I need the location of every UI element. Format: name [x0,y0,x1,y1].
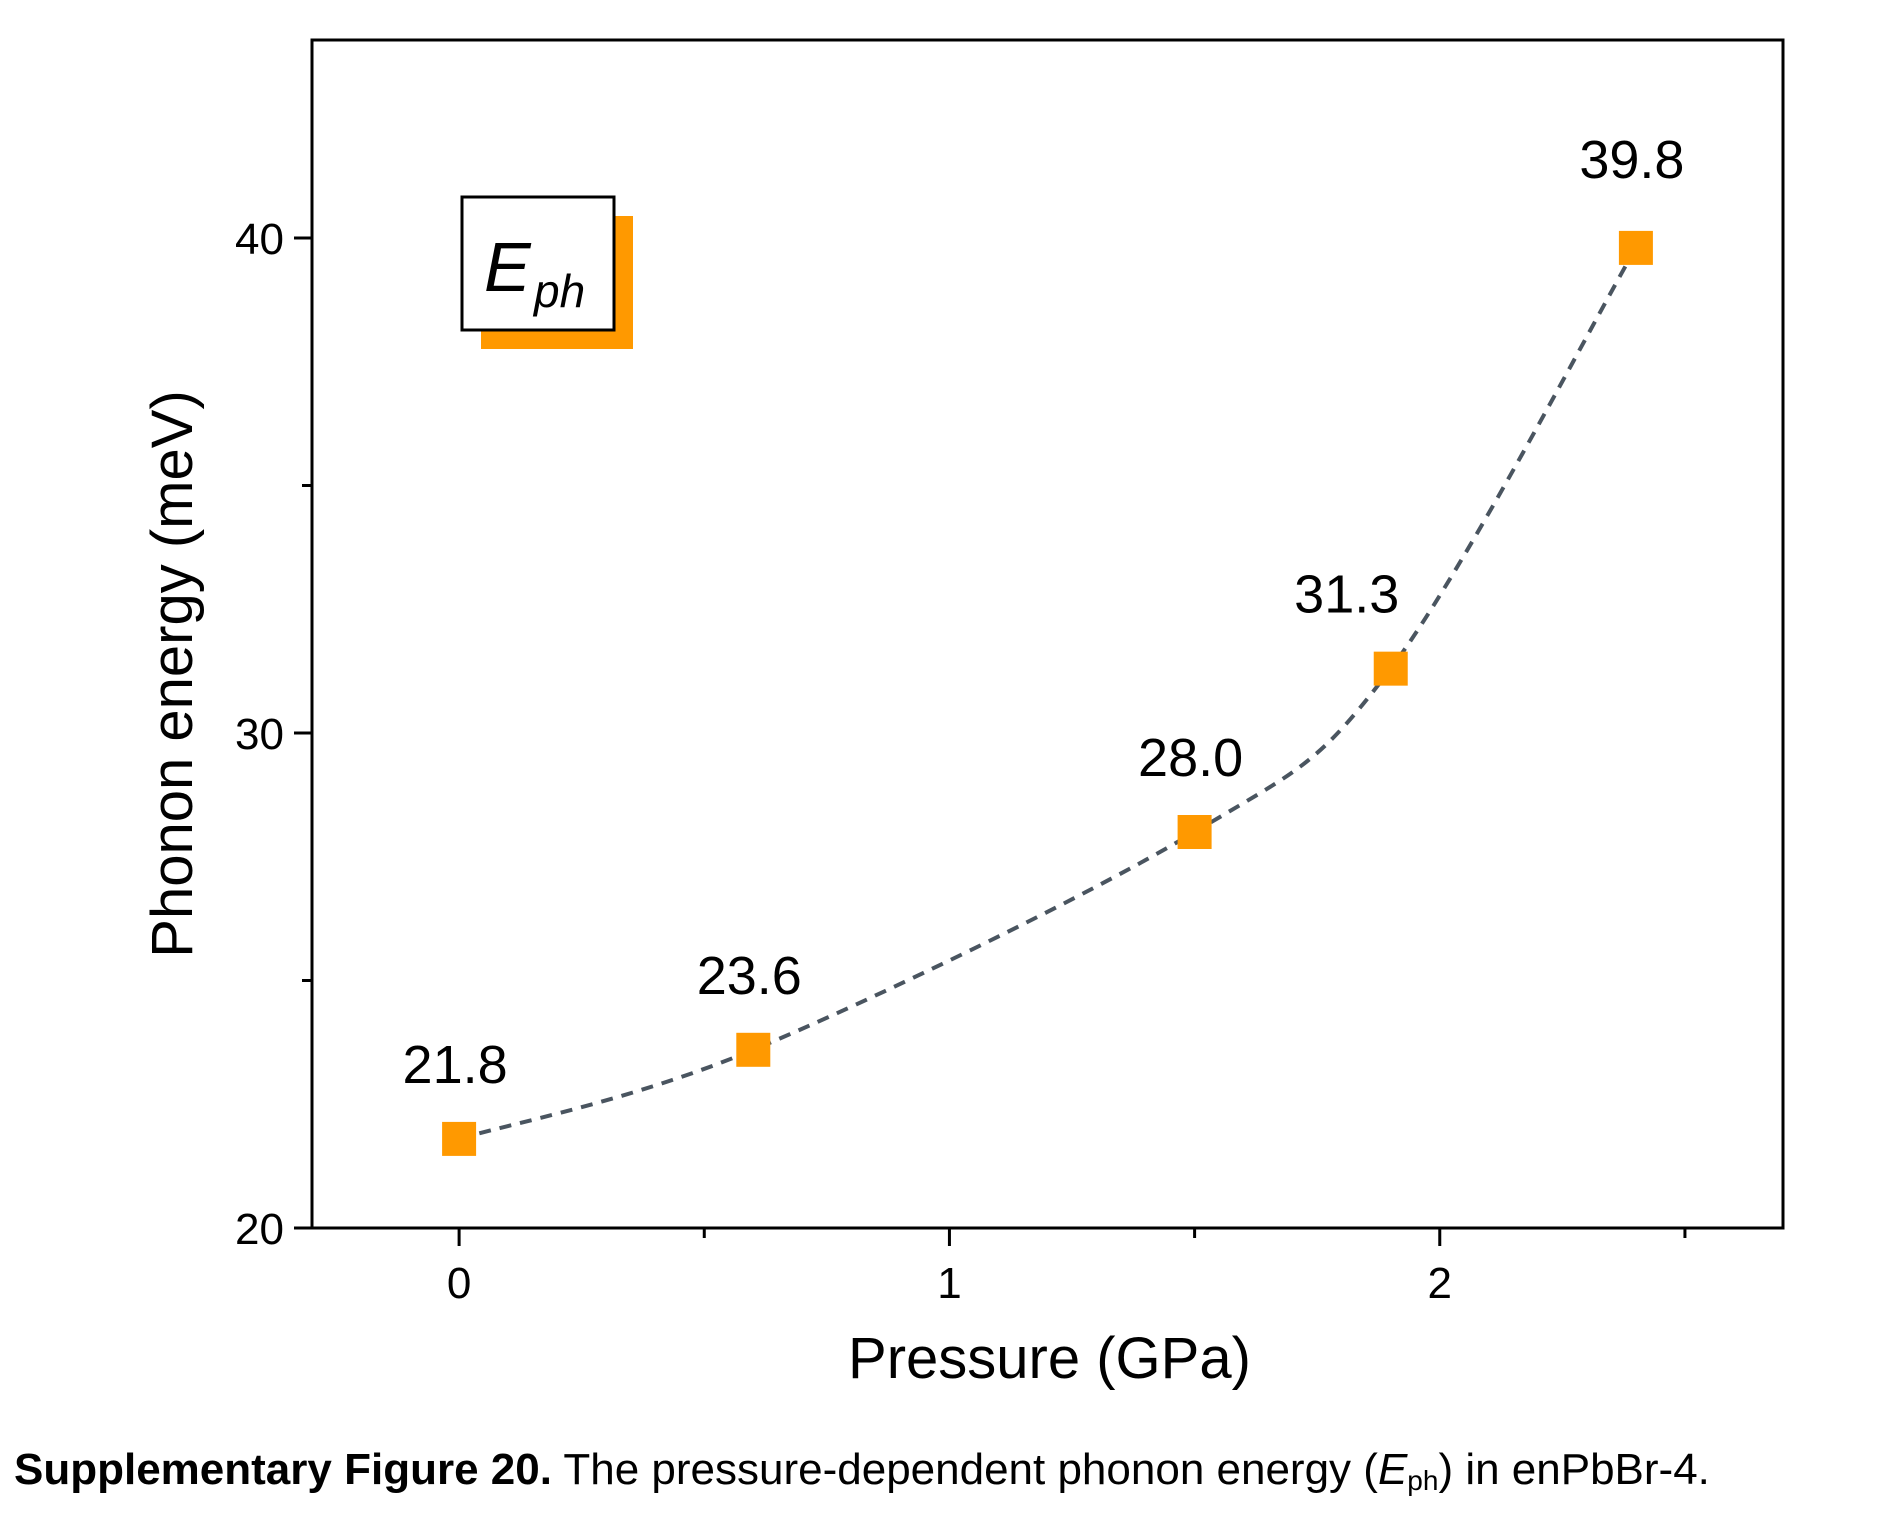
y-tick-label: 30 [235,710,284,759]
data-point [1177,815,1212,849]
x-tick-label: 2 [1428,1259,1452,1308]
legend-subscript: ph [532,265,585,317]
plot-frame [310,38,1785,1230]
data-label: 21.8 [403,1035,508,1095]
data-point [1618,230,1653,265]
caption-text-start: The pressure-dependent phonon energy ( [551,1445,1378,1494]
y-tick-label: 20 [235,1205,284,1254]
data-label: 28.0 [1138,728,1243,788]
data-label: 39.8 [1579,130,1684,190]
data-point [1373,651,1408,686]
x-tick-label: 0 [447,1259,471,1308]
fit-curve [458,246,1638,1141]
data-label: 23.6 [697,946,802,1006]
data-point [736,1032,771,1067]
caption-text-end: ) in enPbBr-4. [1438,1445,1710,1494]
y-tick-label: 40 [235,215,284,264]
figure-caption: Supplementary Figure 20. The pressure-de… [14,1445,1884,1497]
x-tick-label: 1 [937,1259,961,1308]
data-point [442,1121,477,1156]
data-label: 31.3 [1294,565,1399,625]
x-axis-label: Pressure (GPa) [848,1326,1251,1391]
caption-label: Supplementary Figure 20. [14,1445,552,1494]
caption-symbol: E [1377,1445,1408,1494]
caption-subscript: ph [1407,1465,1439,1496]
chart: 0 1 2 20 30 40 Pressure (GPa) Phonon energy (me… [140,38,1785,1391]
legend-symbol: E [484,228,532,306]
plot-area: 0 1 2 20 30 40 Pressure (GPa) Phonon energy (me… [140,38,1785,1391]
y-axis-label: Phonon energy (meV) [140,390,205,957]
legend-box [460,195,616,332]
